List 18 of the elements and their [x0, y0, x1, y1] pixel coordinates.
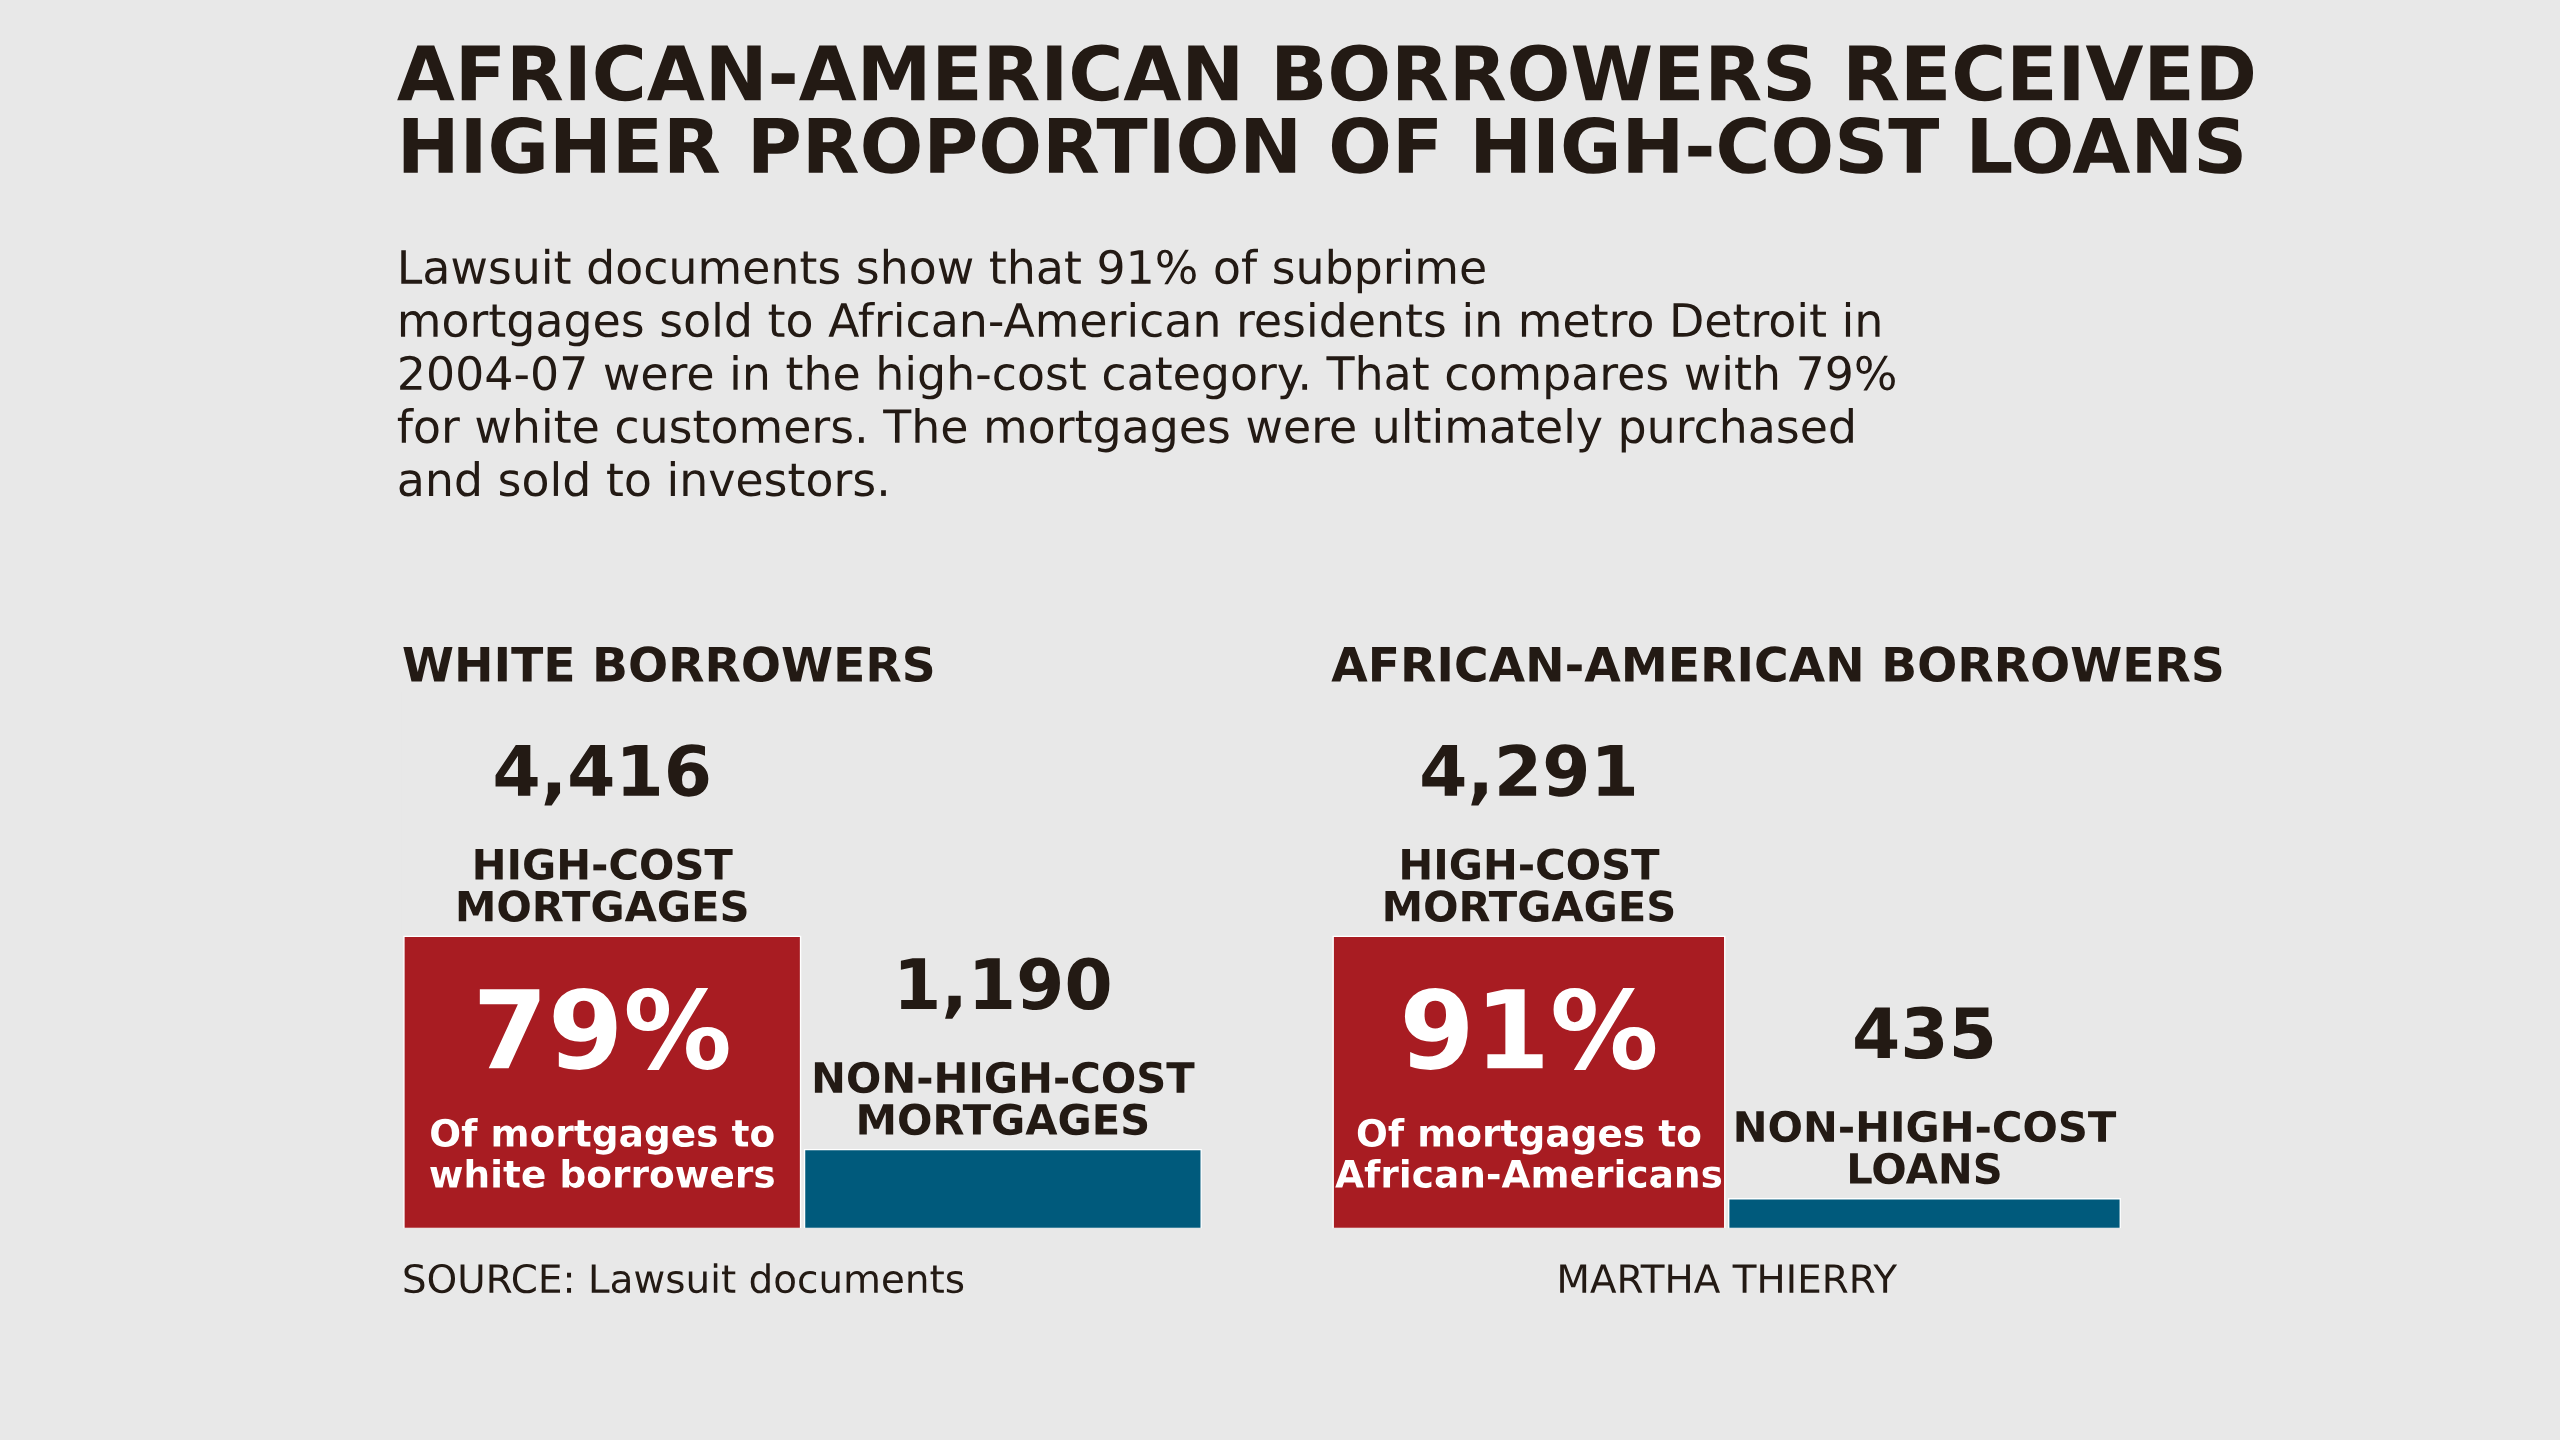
chart-title: AFRICAN-AMERICAN BORROWERS: [1331, 646, 2222, 683]
x-tick-label: NON-HIGH-COST MORTGAGES: [814, 1061, 1195, 1136]
chart-title: WHITE BORROWERS: [403, 646, 933, 683]
source-note: SOURCE: Lawsuit documents: [404, 1263, 964, 1294]
annotation: 91%: [1404, 987, 1656, 1070]
text: AFRICAN-AMERICAN BORROWERS RECEIVED HIGHER PROPORTION OF HIGH-COST LOANS: [397, 44, 2254, 174]
x-tick-label: HIGH-COST MORTGAGES: [458, 848, 747, 922]
annotation: 79%: [479, 987, 729, 1070]
x-tick-label: HIGH-COST MORTGAGES: [1385, 848, 1674, 922]
annotation: Of mortgages to white borrowers: [430, 1118, 774, 1188]
text: MARTHA THIERRY: [1560, 1264, 1898, 1293]
text: Lawsuit documents show that 91% of subprime mortgages sold to African-American residents in metro Detroit in 2004-07 were in the high-cost category. That compares with 79% for white customers. The mortgages were ultimately purchased and sold to investors.: [397, 248, 1895, 497]
data-label: 4,291: [1422, 744, 1635, 806]
data-label: 4,416: [495, 744, 709, 806]
data-label: 1,190: [900, 957, 1110, 1019]
data-label: 435: [1855, 1006, 1993, 1060]
annotation: Of mortgages to African-Americans: [1335, 1118, 1722, 1188]
x-tick-label: NON-HIGH-COST LOANS: [1736, 1110, 2117, 1185]
